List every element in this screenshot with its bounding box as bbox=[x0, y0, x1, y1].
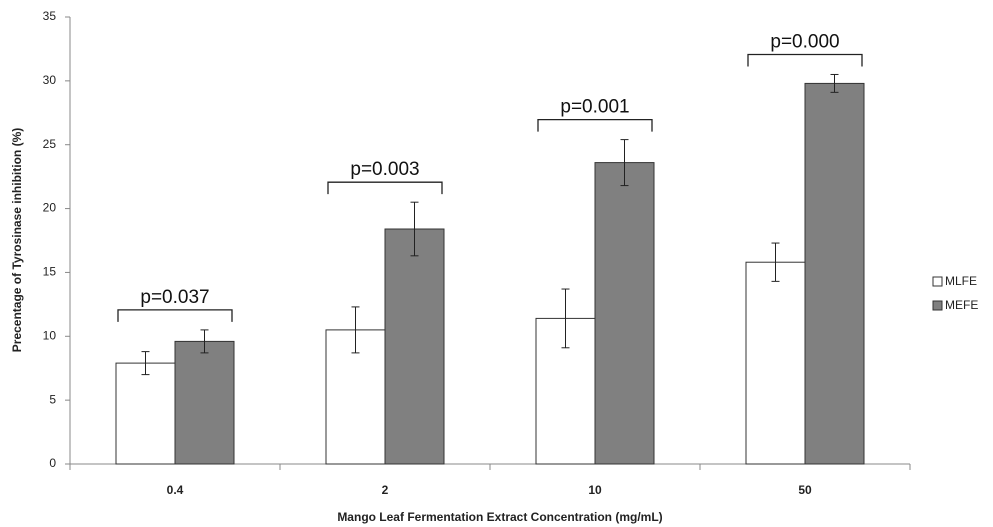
significance-bracket bbox=[327, 181, 443, 195]
error-bar bbox=[830, 73, 839, 93]
y-tick-label: 20 bbox=[43, 201, 57, 215]
error-bar bbox=[771, 242, 780, 282]
error-bar bbox=[561, 288, 570, 349]
bar bbox=[745, 261, 806, 465]
x-axis-label: Mango Leaf Fermentation Extract Concentr… bbox=[337, 510, 662, 524]
error-bar bbox=[410, 201, 419, 257]
y-axis-label: Precentage of Tyrosinase inhibition (%) bbox=[10, 128, 24, 352]
y-tick-label: 10 bbox=[43, 328, 57, 342]
legend-swatch bbox=[932, 276, 943, 287]
error-bar bbox=[200, 329, 209, 354]
y-tick-label: 5 bbox=[49, 392, 56, 406]
annotation: p=0.037 bbox=[140, 287, 209, 308]
bar bbox=[174, 340, 235, 465]
legend-label: MEFE bbox=[945, 298, 978, 312]
error-bar bbox=[351, 306, 360, 354]
bar bbox=[115, 362, 176, 465]
y-tick-label: 35 bbox=[43, 9, 57, 23]
y-tick-label: 30 bbox=[43, 73, 57, 87]
y-tick-label: 25 bbox=[43, 137, 57, 151]
annotation: p=0.001 bbox=[560, 97, 629, 118]
significance-bracket bbox=[747, 53, 863, 67]
y-tick-label: 0 bbox=[49, 456, 56, 470]
bar bbox=[804, 82, 865, 465]
legend-swatch bbox=[932, 300, 943, 311]
significance-bracket bbox=[117, 309, 233, 322]
x-tick-label: 0.4 bbox=[167, 483, 184, 497]
x-tick-label: 50 bbox=[798, 483, 812, 497]
error-bar bbox=[620, 139, 629, 187]
y-tick-label: 15 bbox=[43, 265, 57, 279]
annotation: p=0.000 bbox=[770, 31, 839, 52]
error-bar bbox=[141, 351, 150, 376]
legend-label: MLFE bbox=[945, 274, 977, 288]
significance-bracket bbox=[537, 118, 653, 132]
bar bbox=[594, 162, 655, 465]
bar bbox=[384, 228, 445, 465]
x-tick-label: 2 bbox=[382, 483, 389, 497]
x-tick-label: 10 bbox=[588, 483, 602, 497]
annotation: p=0.003 bbox=[350, 159, 419, 180]
